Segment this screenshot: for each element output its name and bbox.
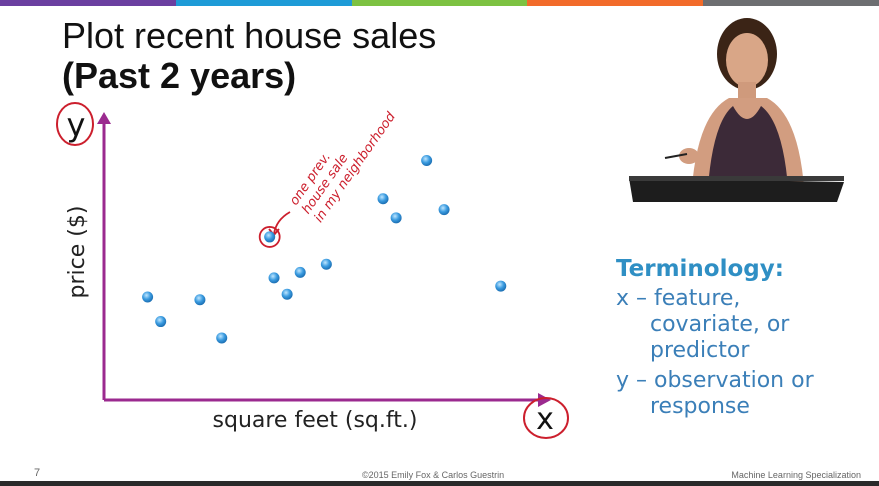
data-point-9 bbox=[320, 258, 332, 270]
term-x-line-3: predictor bbox=[650, 338, 750, 363]
y-circle-label: y bbox=[67, 106, 86, 144]
y-axis-label: price ($) bbox=[65, 206, 90, 299]
stripe-gray bbox=[703, 0, 879, 6]
title-line-2: (Past 2 years) bbox=[62, 55, 297, 96]
x-axis-arrow bbox=[538, 393, 551, 407]
data-point-10 bbox=[377, 193, 389, 205]
term-y-line-1: y – observation or bbox=[616, 368, 814, 393]
data-point-4 bbox=[216, 332, 228, 344]
copyright-text: ©2015 Emily Fox & Carlos Guestrin bbox=[362, 470, 505, 480]
note-arrow bbox=[273, 211, 291, 235]
data-point-2 bbox=[155, 316, 167, 328]
color-stripe bbox=[0, 0, 879, 6]
stripe-blue bbox=[175, 0, 352, 6]
stripe-purple bbox=[0, 0, 176, 6]
presenter-video bbox=[629, 6, 844, 202]
term-x-line-2: covariate, or bbox=[650, 312, 790, 337]
bottom-strip bbox=[0, 481, 879, 486]
handwritten-note: one prev. house sale in my neighborhood bbox=[287, 109, 399, 225]
course-name: Machine Learning Specialization bbox=[731, 470, 861, 480]
data-point-6 bbox=[268, 272, 280, 284]
highlighted-point-circle bbox=[258, 226, 281, 248]
scatter-points bbox=[142, 154, 507, 344]
terminology-box: Terminology: x – feature, covariate, or … bbox=[616, 256, 814, 420]
data-point-7 bbox=[281, 288, 293, 300]
stripe-green bbox=[351, 0, 528, 6]
y-axis-arrow bbox=[97, 112, 111, 124]
title-line-1: Plot recent house sales bbox=[62, 15, 437, 56]
data-point-3 bbox=[194, 294, 206, 306]
slide-number: 7 bbox=[34, 467, 41, 479]
x-circle-annotation bbox=[523, 397, 569, 439]
x-axis-label: square feet (sq.ft.) bbox=[213, 408, 418, 433]
term-x-line-1: x – feature, bbox=[616, 286, 741, 311]
stripe-orange bbox=[527, 0, 704, 6]
data-point-5 bbox=[264, 231, 276, 243]
data-point-1 bbox=[142, 291, 154, 303]
data-point-12 bbox=[421, 154, 433, 166]
x-circle-label: x bbox=[536, 402, 554, 437]
slide-footer: 7 ©2015 Emily Fox & Carlos Guestrin Mach… bbox=[0, 464, 879, 486]
y-circle-annotation bbox=[56, 102, 94, 146]
terminology-heading: Terminology: bbox=[616, 256, 784, 282]
data-point-11 bbox=[390, 212, 402, 224]
slide-title: Plot recent house sales (Past 2 years) bbox=[62, 16, 436, 96]
data-point-8 bbox=[294, 266, 306, 278]
data-point-14 bbox=[495, 280, 507, 292]
presenter-image bbox=[629, 6, 844, 202]
term-y-line-2: response bbox=[650, 394, 750, 419]
data-point-13 bbox=[438, 204, 450, 216]
